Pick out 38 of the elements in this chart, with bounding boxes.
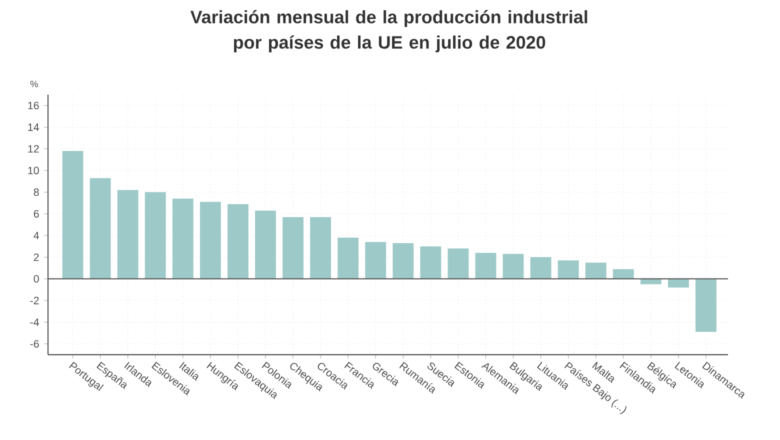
- y-tick-label: -2: [30, 296, 39, 304]
- y-tick-label: 8: [34, 188, 39, 196]
- bar: [612, 269, 634, 279]
- bar: [448, 248, 469, 279]
- bar: [338, 238, 359, 279]
- y-tick-label: 4: [34, 232, 39, 240]
- bar: [144, 192, 166, 279]
- bar: [696, 278, 716, 332]
- bar: [530, 257, 552, 279]
- y-tick-label: -4: [30, 318, 39, 326]
- y-tick-label: -6: [30, 340, 39, 348]
- bar: [282, 217, 304, 279]
- bar: [558, 260, 579, 279]
- chart-title: Variación mensual de la producción industrial por países de la UE en julio de 2020: [190, 10, 588, 52]
- bar: [62, 151, 84, 279]
- bar: [172, 198, 194, 279]
- y-tick-label: 14: [28, 124, 39, 131]
- bar: [420, 246, 442, 279]
- y-tick-label: 12: [28, 145, 39, 153]
- y-axis-title: %: [30, 80, 38, 88]
- bar: [640, 278, 662, 284]
- bar: [365, 242, 386, 279]
- y-tick-label: 6: [34, 210, 39, 218]
- y-tick-label: 16: [28, 102, 39, 110]
- bar: [117, 190, 138, 279]
- bar: [255, 210, 276, 279]
- bar: [310, 217, 332, 279]
- bar: [392, 243, 414, 279]
- y-tick-label: 2: [34, 253, 39, 261]
- y-tick-label: 0: [34, 275, 39, 283]
- bar: [228, 204, 248, 279]
- bar: [475, 252, 496, 279]
- bar: [502, 254, 524, 279]
- bar: [90, 178, 111, 279]
- y-tick-label: 10: [28, 166, 39, 174]
- bar: [668, 278, 689, 288]
- bar: [585, 262, 606, 279]
- bar: [200, 202, 221, 279]
